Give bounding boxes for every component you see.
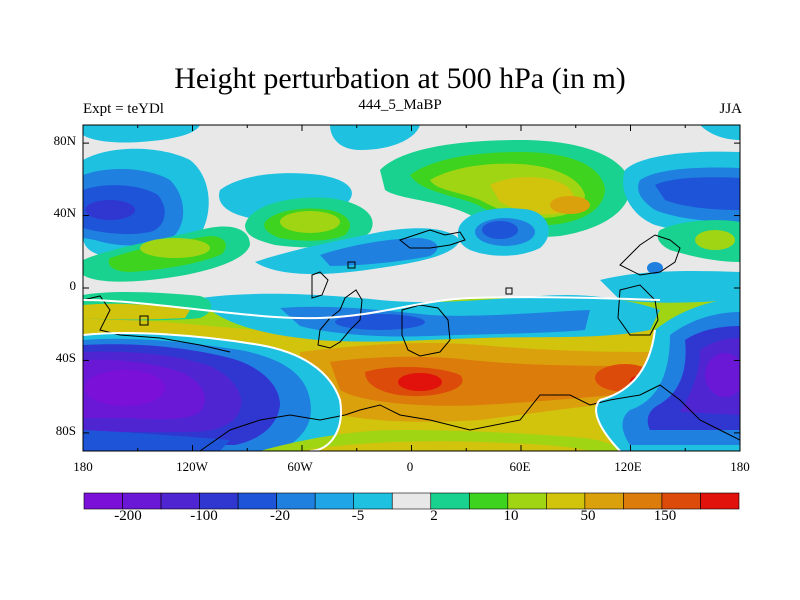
coastline-australia xyxy=(617,284,659,336)
coastline-island-1 xyxy=(505,287,513,295)
lat-label-80s: 80S xyxy=(55,423,76,438)
contour-npacific-min xyxy=(85,200,135,220)
contour-trop-pac-cyan xyxy=(600,270,740,303)
zero-contour-south-2 xyxy=(83,332,342,451)
colorbar-swatch xyxy=(237,492,277,510)
colorbar-swatch xyxy=(507,492,547,510)
period-label: 444_5_MaBP xyxy=(358,97,442,113)
colorbar-swatch xyxy=(623,492,663,510)
lon-label-180w: 180 xyxy=(73,459,93,474)
colorbar-swatch xyxy=(83,492,123,510)
colorbar-label: 50 xyxy=(580,508,596,524)
experiment-label: Expt = teYDl xyxy=(83,101,164,117)
contour-spacific-min xyxy=(85,370,165,406)
contour-npac-yellow xyxy=(140,238,210,258)
lon-label-180e: 180 xyxy=(730,459,750,474)
contour-atlantic-low-2 xyxy=(320,238,438,266)
lon-label-60w: 60W xyxy=(287,459,313,474)
colorbar-swatch xyxy=(430,492,470,510)
contour-spacific-low-6 xyxy=(83,430,230,451)
colorbar-swatch xyxy=(353,492,393,510)
contour-arctic-right xyxy=(700,125,740,140)
colorbar-swatch xyxy=(276,492,316,510)
colorbar-swatch xyxy=(546,492,586,510)
contour-trop-pac-core xyxy=(647,262,663,274)
colorbar-swatch xyxy=(199,492,239,510)
lat-label-40n: 40N xyxy=(53,205,76,220)
contour-arctic-strip xyxy=(330,125,420,150)
contour-wpac-yellow xyxy=(83,303,190,320)
plot-title: Height perturbation at 500 hPa (in m) xyxy=(174,62,626,95)
colorbar-label: -5 xyxy=(351,508,365,524)
coastline-central-america xyxy=(311,271,329,299)
coastline-asia-east xyxy=(619,234,681,276)
season-label: JJA xyxy=(719,101,742,117)
colorbar-label: 2 xyxy=(430,508,438,524)
colorbar-swatch xyxy=(314,492,355,510)
colorbar-swatch xyxy=(468,492,509,510)
contour-se-min xyxy=(705,353,740,397)
lon-label-120e: 120E xyxy=(614,459,642,474)
lon-label-60e: 60E xyxy=(509,459,531,474)
colorbar-label: 10 xyxy=(503,508,519,524)
contour-casia-min xyxy=(482,221,518,239)
zero-contour-south xyxy=(83,296,661,320)
contour-natlantic-max xyxy=(280,211,340,233)
lon-label-120w: 120W xyxy=(176,459,208,474)
contour-arctic-cyan xyxy=(83,125,200,143)
lat-label-80n: 80N xyxy=(53,133,76,148)
colorbar-swatch xyxy=(661,492,701,510)
colorbar-label: -200 xyxy=(114,508,142,524)
zero-contour-se xyxy=(595,329,656,451)
colorbar-swatch xyxy=(584,492,624,510)
colorbar-label: -100 xyxy=(190,508,218,524)
colorbar-label: 150 xyxy=(653,508,677,524)
colorbar-swatch xyxy=(160,492,200,510)
coastline-antarctica xyxy=(199,384,740,451)
contour-south-max xyxy=(398,373,442,391)
contour-epacific-low-3 xyxy=(655,177,740,210)
coastline-island-3 xyxy=(347,261,356,269)
coastline-island-2 xyxy=(139,315,149,326)
contour-nepac-max xyxy=(695,230,735,250)
contour-antarctic-band-2 xyxy=(300,441,590,451)
colorbar-label: -20 xyxy=(270,508,290,524)
coastline-europe xyxy=(398,229,466,249)
lat-label-0: 0 xyxy=(69,278,77,293)
colorbar-swatch xyxy=(700,492,740,510)
coastline-africa xyxy=(401,304,451,357)
colorbar xyxy=(83,492,740,510)
colorbar-swatch xyxy=(122,492,162,510)
lon-label-0: 0 xyxy=(406,459,414,474)
colorbar-swatch xyxy=(391,492,432,510)
contour-asia-max xyxy=(550,196,590,214)
lat-label-40s: 40S xyxy=(55,350,76,365)
coastline-south-america xyxy=(317,289,363,349)
